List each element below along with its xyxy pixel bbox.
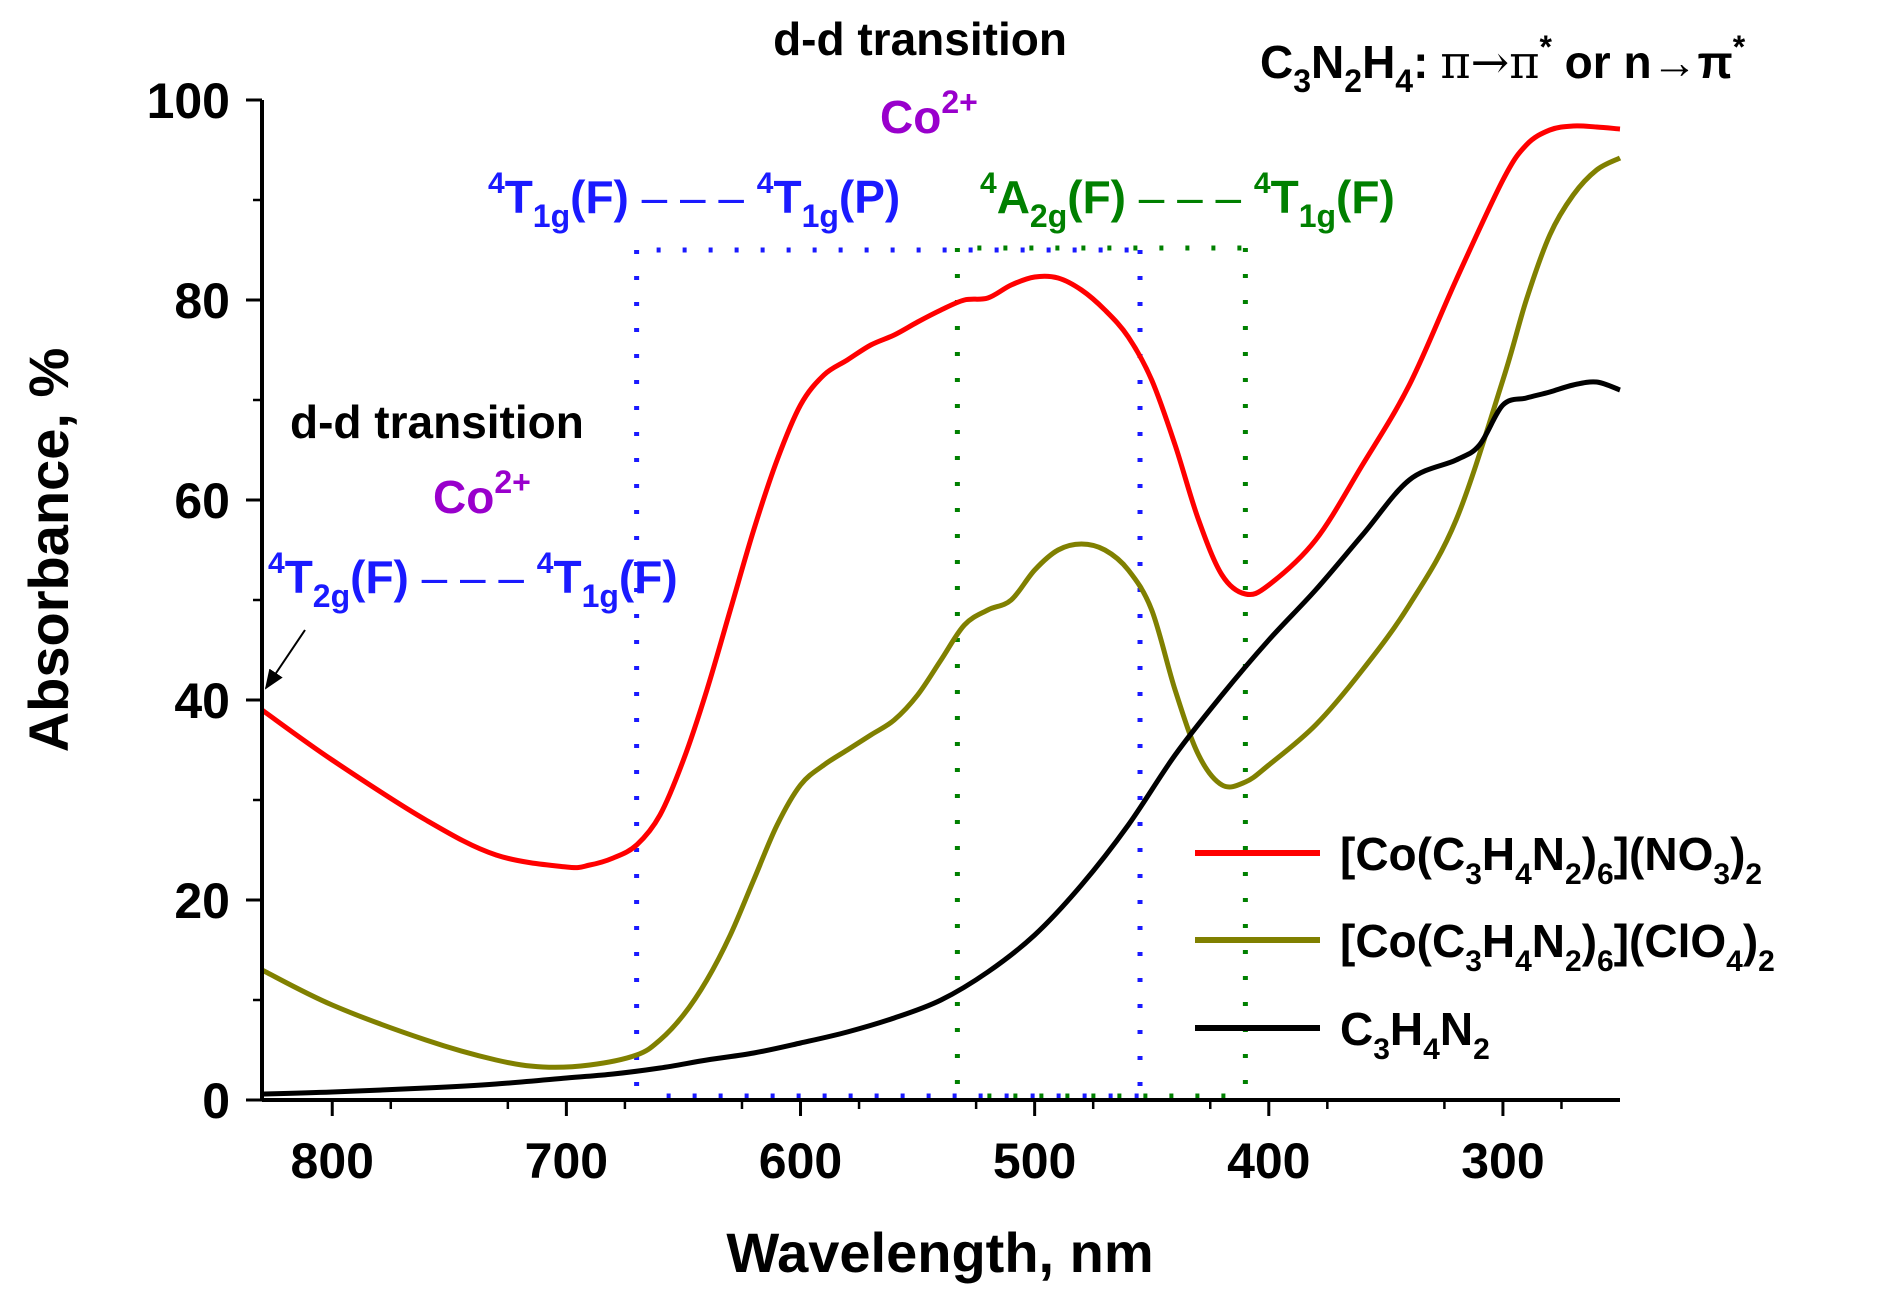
y-tick-label: 100 — [147, 73, 230, 129]
top-dd-transition-label: d-d transition — [773, 13, 1067, 65]
series-perchlorate-line — [260, 155, 1622, 1070]
blue-transition-2-label: 4T2g(F) – – – 4T1g(F) — [268, 547, 678, 614]
legend: [Co(C3H4N2)6](NO3)2 [Co(C3H4N2)6](ClO4)2… — [1195, 828, 1775, 1066]
series-curves — [260, 123, 1622, 1097]
x-tick-label: 300 — [1461, 1133, 1544, 1189]
green-transition-label: 4A2g(F) – – – 4T1g(F) — [980, 167, 1395, 234]
blue-transition-1-label: 4T1g(F) – – – 4T1g(P) — [488, 167, 900, 234]
top-co-ion-label: Co2+ — [880, 84, 978, 143]
x-tick-label: 600 — [759, 1133, 842, 1189]
series-imidazole-line — [261, 379, 1621, 1097]
y-tick-label: 80 — [174, 273, 230, 329]
x-axis-title: Wavelength, nm — [726, 1221, 1153, 1284]
ligand-transition-label: C3N2H4: π→π* or n→π* — [1260, 29, 1746, 99]
left-dd-transition-label: d-d transition — [290, 396, 584, 448]
x-tick-label: 400 — [1227, 1133, 1310, 1189]
y-tick-label: 60 — [174, 473, 230, 529]
legend-label-perchlorate: [Co(C3H4N2)6](ClO4)2 — [1340, 915, 1775, 978]
x-tick-label: 500 — [993, 1133, 1076, 1189]
left-co-ion-label: Co2+ — [433, 464, 531, 523]
y-tick-label: 40 — [174, 673, 230, 729]
legend-label-nitrate: [Co(C3H4N2)6](NO3)2 — [1340, 828, 1762, 891]
legend-label-imidazole: C3H4N2 — [1340, 1003, 1490, 1066]
x-tick-label: 800 — [291, 1133, 374, 1189]
annotation-arrow — [264, 629, 306, 690]
y-tick-label: 20 — [174, 873, 230, 929]
y-axis-title: Absorbance, % — [17, 348, 80, 753]
transition-guide-lines — [634, 245, 1248, 1099]
axis-ticks — [246, 98, 1563, 1116]
y-tick-label: 0 — [202, 1073, 230, 1129]
x-tick-label: 700 — [525, 1133, 608, 1189]
series-nitrate-line — [260, 123, 1621, 871]
axis-tick-labels: 800 700 600 500 400 300 0 20 40 60 80 100 — [147, 73, 1545, 1189]
